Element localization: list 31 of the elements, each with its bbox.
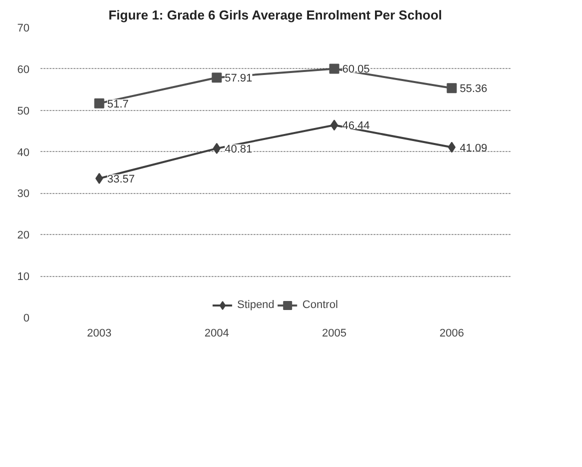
- x-tick-label: 2003: [87, 328, 112, 340]
- data-label: 55.36: [460, 83, 488, 96]
- point: [448, 142, 456, 153]
- x-tick-label: 2005: [322, 328, 346, 340]
- data-label: 60.05: [342, 64, 370, 76]
- legend-label: Control: [302, 299, 338, 311]
- data-label: 57.91: [224, 72, 252, 85]
- point: [212, 142, 221, 154]
- point: [446, 83, 457, 94]
- y-tick-label: 0: [23, 312, 30, 324]
- x-tick-label: 2006: [440, 328, 464, 340]
- point: [212, 72, 222, 83]
- y-tick-label: 60: [17, 64, 30, 76]
- point: [330, 120, 338, 131]
- point: [94, 98, 104, 108]
- y-tick-label: 50: [17, 105, 30, 118]
- data-label: 51.7: [107, 98, 129, 110]
- y-tick-label: 30: [17, 188, 30, 200]
- x-tick-label: 2004: [204, 328, 229, 340]
- data-label: 41.09: [460, 142, 488, 154]
- point: [95, 172, 104, 184]
- data-label: 33.57: [107, 173, 135, 186]
- y-tick-label: 40: [17, 146, 30, 159]
- point: [329, 64, 340, 74]
- y-tick-label: 70: [17, 22, 30, 34]
- y-tick-label: 10: [17, 271, 30, 284]
- data-label: 40.81: [224, 143, 252, 156]
- chart-title: Figure 1: Grade 6 Girls Average Enrolment Per School: [108, 8, 442, 22]
- y-tick-label: 20: [17, 230, 30, 242]
- data-label: 46.44: [342, 120, 370, 132]
- legend-label: Stipend: [237, 299, 274, 311]
